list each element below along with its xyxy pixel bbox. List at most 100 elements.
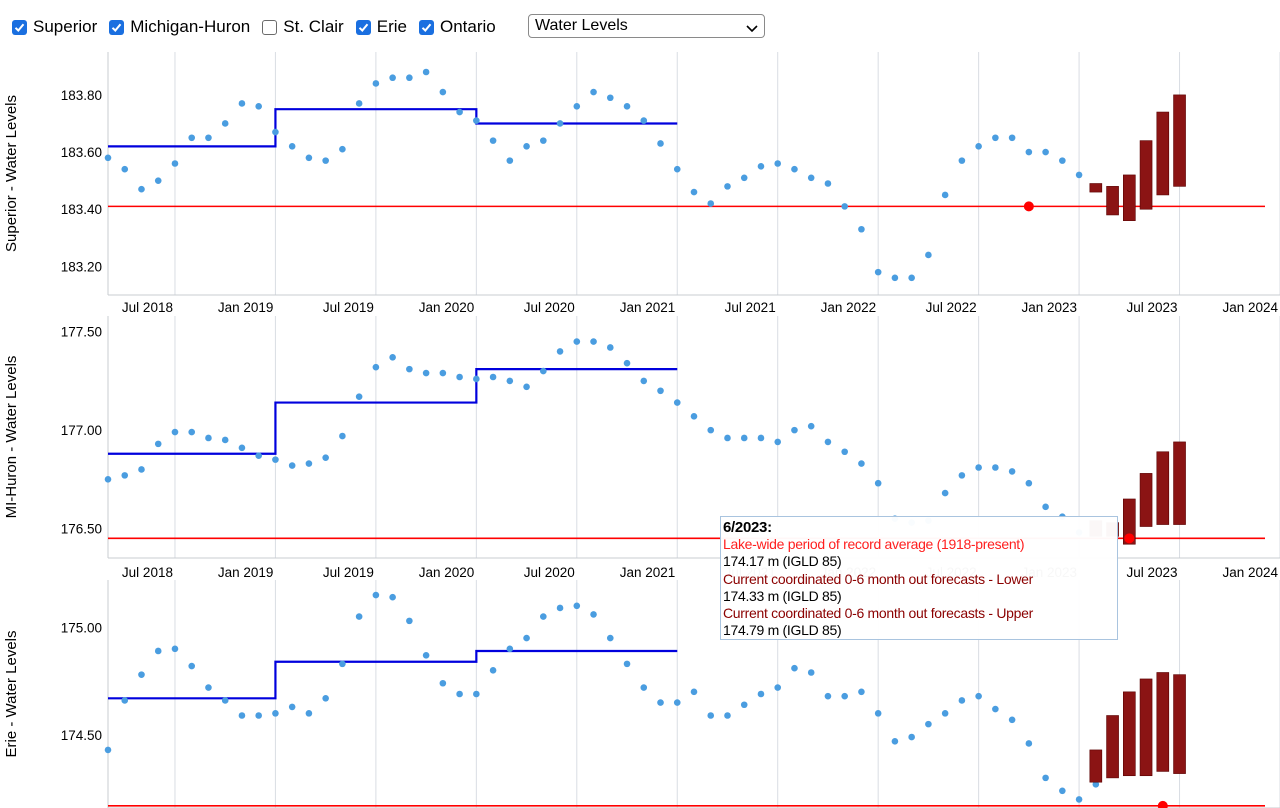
data-point [556,120,564,127]
data-point [774,438,782,446]
checkbox-erie-box[interactable] [355,19,371,35]
checkbox-michigan-huron[interactable]: Michigan-Huron [109,17,250,37]
data-point [791,426,798,434]
data-point [640,684,648,691]
data-point [138,466,145,473]
x-tick-label: Jul 2018 [122,565,173,580]
checkbox-st-clair[interactable]: St. Clair [262,17,344,37]
checkbox-ontario[interactable]: Ontario [418,17,496,37]
y-tick-label: 175.00 [61,620,102,635]
tooltip-line: Current coordinated 0-6 month out foreca… [723,570,1033,587]
data-point [606,344,614,351]
data-point [891,274,899,282]
forecast-bar [1106,715,1119,779]
data-point [104,746,112,754]
data-point [389,354,396,361]
data-point [439,369,447,377]
x-tick-label: Jul 2022 [926,300,977,315]
data-point [221,697,229,704]
checkbox-michigan-huron-box[interactable] [109,19,125,35]
data-point [573,103,581,110]
data-point [188,134,196,142]
data-point [389,74,396,82]
data-point [941,191,949,199]
data-point [540,613,547,620]
data-point [707,712,715,719]
x-tick-label: Jan 2021 [620,300,676,315]
y-tick-label: 183.40 [61,202,102,217]
data-point [740,701,748,709]
data-point [858,688,865,696]
data-point [590,338,597,345]
data-point [121,165,129,173]
period-average-line [108,649,678,700]
data-point [272,456,279,463]
data-point [841,692,848,700]
forecast-bar [1123,691,1136,777]
x-tick-label: Jul 2019 [323,300,374,315]
data-point [1042,774,1049,782]
data-point [807,174,815,182]
data-point [322,454,329,461]
data-point [673,699,681,706]
forecast-bar [1173,674,1186,774]
data-point [154,440,162,448]
data-point [288,462,296,469]
x-tick-label: Jul 2019 [323,565,374,580]
data-point [439,88,447,96]
data-point [372,363,380,371]
data-point [623,103,631,110]
data-point [1059,157,1066,164]
data-point [138,185,145,193]
data-point [305,710,313,717]
x-tick-label: Jan 2022 [821,300,877,315]
data-point [841,203,848,210]
data-point [473,117,480,124]
data-point [171,645,179,653]
checkbox-ontario-label: Ontario [439,17,496,36]
data-point [506,377,514,385]
data-point [288,703,296,711]
data-point [724,183,731,190]
checkbox-erie[interactable]: Erie [355,17,407,37]
data-point [540,367,547,375]
data-point [606,634,614,642]
data-point [941,710,949,717]
x-tick-label: Jan 2020 [419,565,475,580]
checkbox-ontario-box[interactable] [418,19,434,35]
data-point [121,697,129,704]
x-tick-label: Jul 2023 [1126,300,1177,315]
forecast-bar [1139,140,1153,210]
data-point [104,154,112,162]
y-tick-label: 174.50 [61,728,102,743]
checkbox-superior-box[interactable] [12,19,27,35]
data-point [657,699,664,706]
x-tick-label: Jan 2020 [419,300,475,315]
data-point [406,74,413,82]
data-point [590,611,597,618]
y-tick-label: 183.20 [61,259,102,274]
data-point [322,157,329,164]
checkbox-st-clair-box[interactable] [262,19,278,35]
checkbox-superior-label: Superior [33,17,98,36]
x-tick-label: Jan 2021 [620,565,676,580]
checkbox-michigan-huron-label: Michigan-Huron [130,17,251,36]
data-point [690,413,698,420]
dataset-select[interactable]: Water Levels [528,14,765,38]
data-point [874,268,882,276]
forecast-bar [1156,451,1170,525]
data-point [238,712,246,719]
data-point [1025,148,1033,156]
data-point [623,660,631,668]
data-point [858,460,865,467]
data-point [523,383,530,391]
highlight-point [1023,201,1034,212]
x-tick-label: Jan 2023 [1022,300,1078,315]
data-point [238,100,246,107]
data-point [205,134,212,142]
data-point [690,688,698,696]
y-tick-label: 177.00 [61,423,102,438]
checkbox-superior[interactable]: Superior [12,17,97,37]
data-point [824,692,832,700]
